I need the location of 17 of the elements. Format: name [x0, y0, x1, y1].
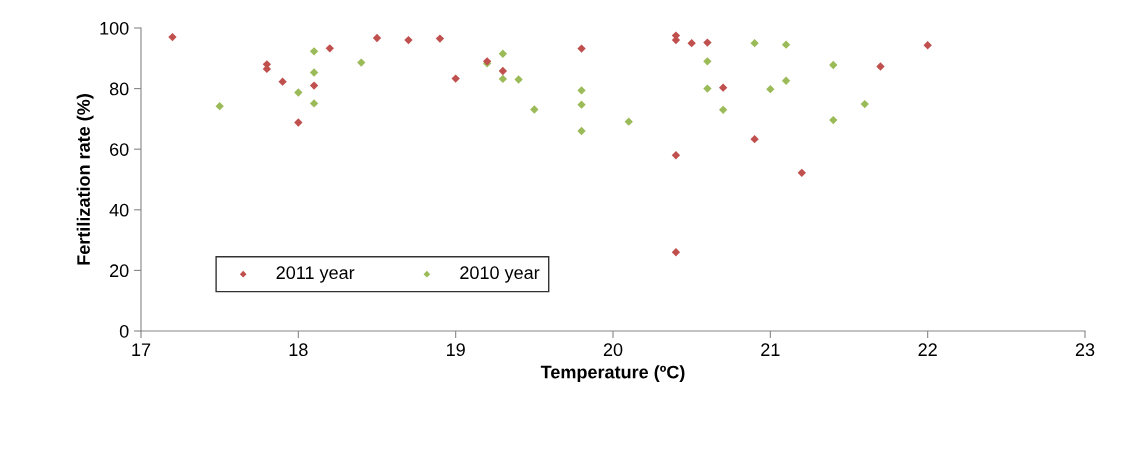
y-tick-label: 60 — [110, 143, 129, 156]
y-tick-label: 20 — [110, 264, 129, 278]
y-tick-label: 40 — [109, 203, 129, 217]
y-axis-title: Fertilization rate (%) — [76, 94, 94, 265]
x-tick-label: 21 — [761, 343, 780, 356]
x-tick-label: 17 — [132, 343, 151, 356]
x-tick-label: 20 — [603, 343, 623, 357]
x-tick-label: 22 — [918, 343, 937, 356]
x-tick-label: 19 — [447, 343, 465, 357]
y-tick-label: 100 — [100, 21, 129, 35]
x-tick-label: 18 — [289, 343, 308, 357]
x-tick-label: 23 — [1075, 343, 1095, 357]
legend-label: 2011 year — [276, 266, 355, 283]
y-tick-label: 0 — [119, 324, 129, 338]
legend-label: 2010 year — [460, 266, 540, 283]
y-tick-label: 80 — [109, 82, 129, 96]
x-axis-title: Temperature (ºC) — [540, 365, 685, 383]
